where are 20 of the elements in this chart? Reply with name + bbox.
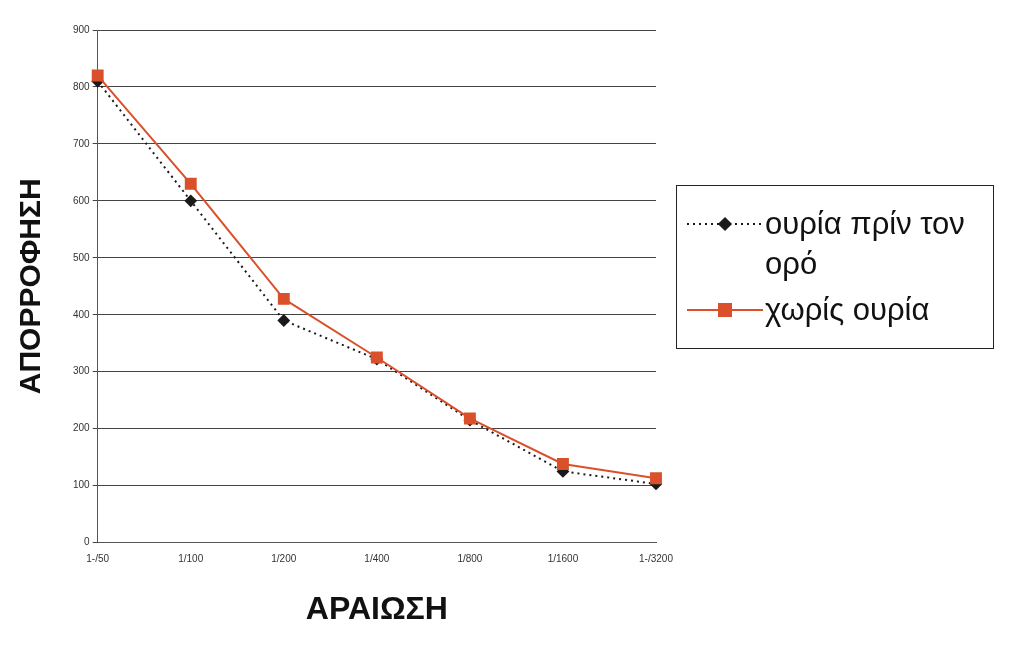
x-tick-label: 1/100 xyxy=(178,553,204,565)
y-tick-label: 400 xyxy=(73,308,91,320)
x-axis-title: ΑΡΑΙΩΣΗ xyxy=(305,589,448,626)
x-tick-label: 1-/50 xyxy=(86,553,110,565)
x-tick-label: 1/400 xyxy=(364,553,390,565)
y-tick-label: 200 xyxy=(73,422,91,434)
y-tick-label: 800 xyxy=(73,80,91,92)
y-tick-label: 600 xyxy=(73,194,91,206)
y-tick-label: 0 xyxy=(84,536,91,548)
y-tick-label: 900 xyxy=(73,23,91,35)
y-tick-label: 100 xyxy=(73,479,91,491)
y-tick-label: 300 xyxy=(73,365,91,377)
y-tick-label: 700 xyxy=(73,137,91,149)
x-tick-label: 1-/3200 xyxy=(639,553,674,565)
x-tick-label: 1/200 xyxy=(271,553,297,565)
legend-label: χωρίς ουρία xyxy=(765,291,930,329)
y-axis-title: ΑΠΟΡΡΟΦΗΣΗ xyxy=(13,178,47,395)
x-tick-label: 1/1600 xyxy=(547,553,579,565)
x-tick-label: 1/800 xyxy=(457,553,483,565)
y-tick-label: 500 xyxy=(73,251,91,263)
